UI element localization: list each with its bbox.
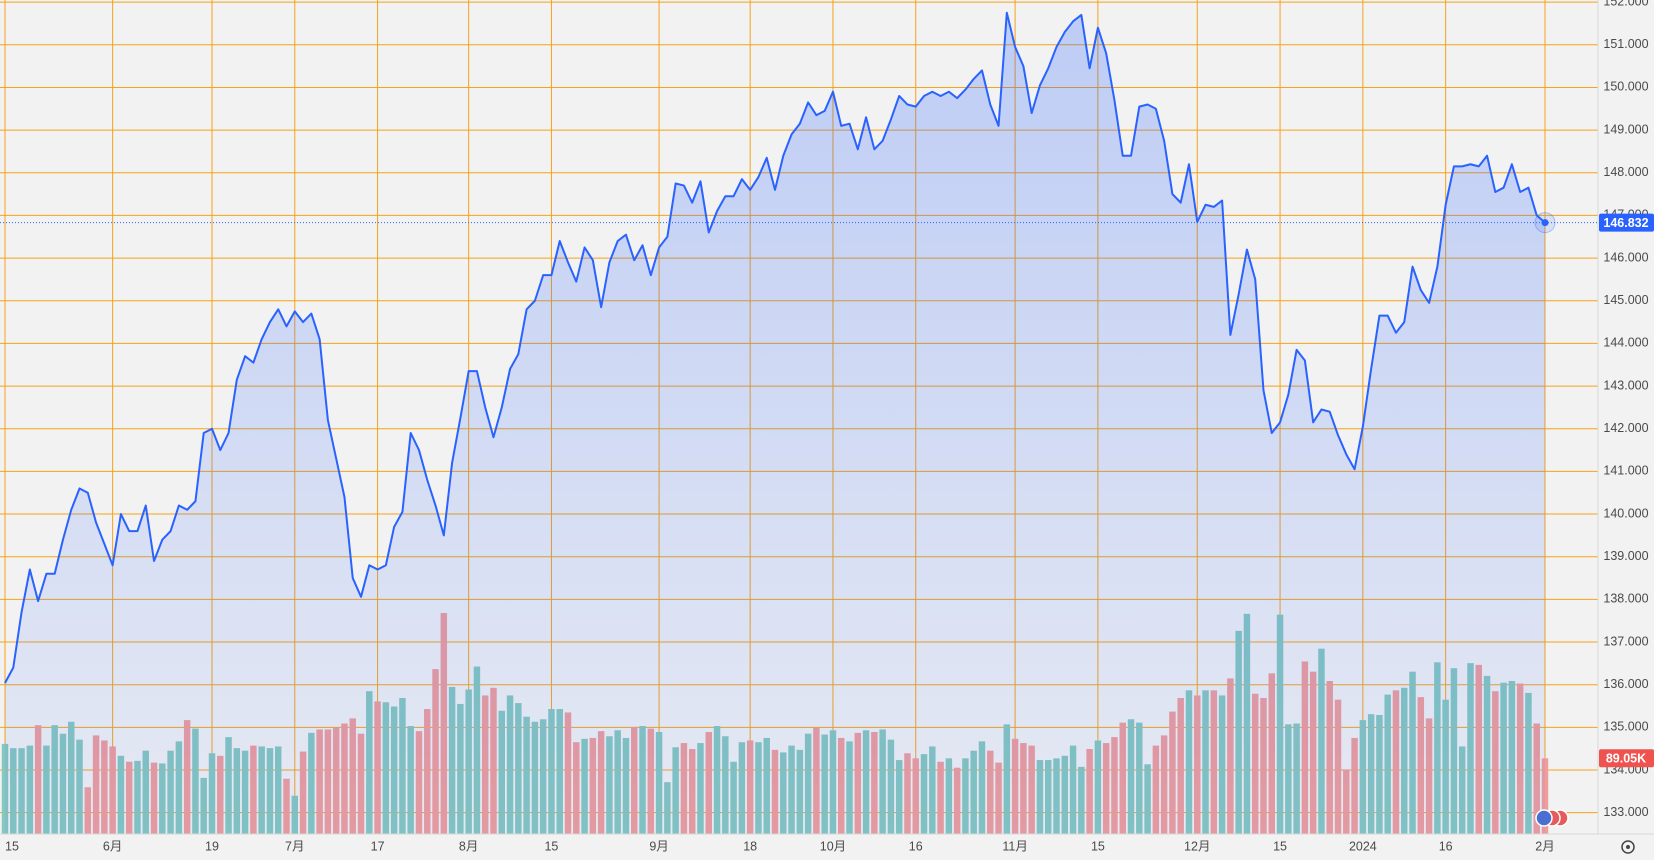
last-volume-badge [1599,749,1654,768]
x-tick-label: 12月 [1184,839,1210,853]
y-tick-label: 146.000 [1603,250,1648,264]
y-tick-label: 133.000 [1603,805,1648,819]
y-tick-label: 140.000 [1603,506,1648,520]
x-tick-label: 9月 [649,839,668,853]
y-tick-label: 144.000 [1603,336,1648,350]
y-tick-label: 148.000 [1603,165,1648,179]
y-tick-label: 138.000 [1603,592,1648,606]
y-tick-label: 141.000 [1603,464,1648,478]
last-price-badge [1599,213,1654,232]
y-tick-label: 152.000 [1603,0,1648,8]
y-tick-label: 149.000 [1603,122,1648,136]
x-tick-label: 6月 [103,839,122,853]
axes-layer: 133.000134.000135.000136.000137.000138.0… [5,0,1654,853]
x-tick-label: 15 [5,839,19,853]
y-tick-label: 150.000 [1603,80,1648,94]
x-tick-label: 11月 [1002,839,1027,853]
area-fill [5,12,1545,835]
x-tick-label: 17 [371,839,385,853]
x-tick-label: 15 [1091,839,1105,853]
y-tick-label: 142.000 [1603,421,1648,435]
x-tick-label: 15 [544,839,558,853]
settings-button[interactable] [1621,840,1635,854]
y-tick-label: 135.000 [1603,720,1648,734]
event-flags[interactable] [1535,809,1569,827]
x-tick-label: 2月 [1535,839,1554,853]
y-tick-label: 139.000 [1603,549,1648,563]
y-tick-label: 145.000 [1603,293,1648,307]
last-volume-label: 89.05K [1606,752,1646,766]
y-tick-label: 137.000 [1603,634,1648,648]
x-tick-label: 16 [1439,839,1453,853]
gear-center[interactable] [1626,845,1630,849]
x-tick-label: 19 [205,839,219,853]
y-tick-label: 136.000 [1603,677,1648,691]
last-price-label: 146.832 [1603,216,1648,230]
x-tick-label: 10月 [820,839,846,853]
x-tick-label: 2024 [1349,839,1377,853]
price-layer [0,11,1598,835]
x-tick-label: 16 [909,839,923,853]
last-point [1541,219,1549,227]
x-tick-label: 18 [743,839,757,853]
gear-icon[interactable] [1621,840,1635,854]
x-tick-label: 8月 [459,839,478,853]
y-tick-label: 151.000 [1603,37,1648,51]
x-tick-label: 15 [1273,839,1287,853]
flag-icon[interactable] [1535,809,1553,827]
x-tick-label: 7月 [285,839,304,853]
y-tick-label: 143.000 [1603,378,1648,392]
price-line [4,11,1546,684]
